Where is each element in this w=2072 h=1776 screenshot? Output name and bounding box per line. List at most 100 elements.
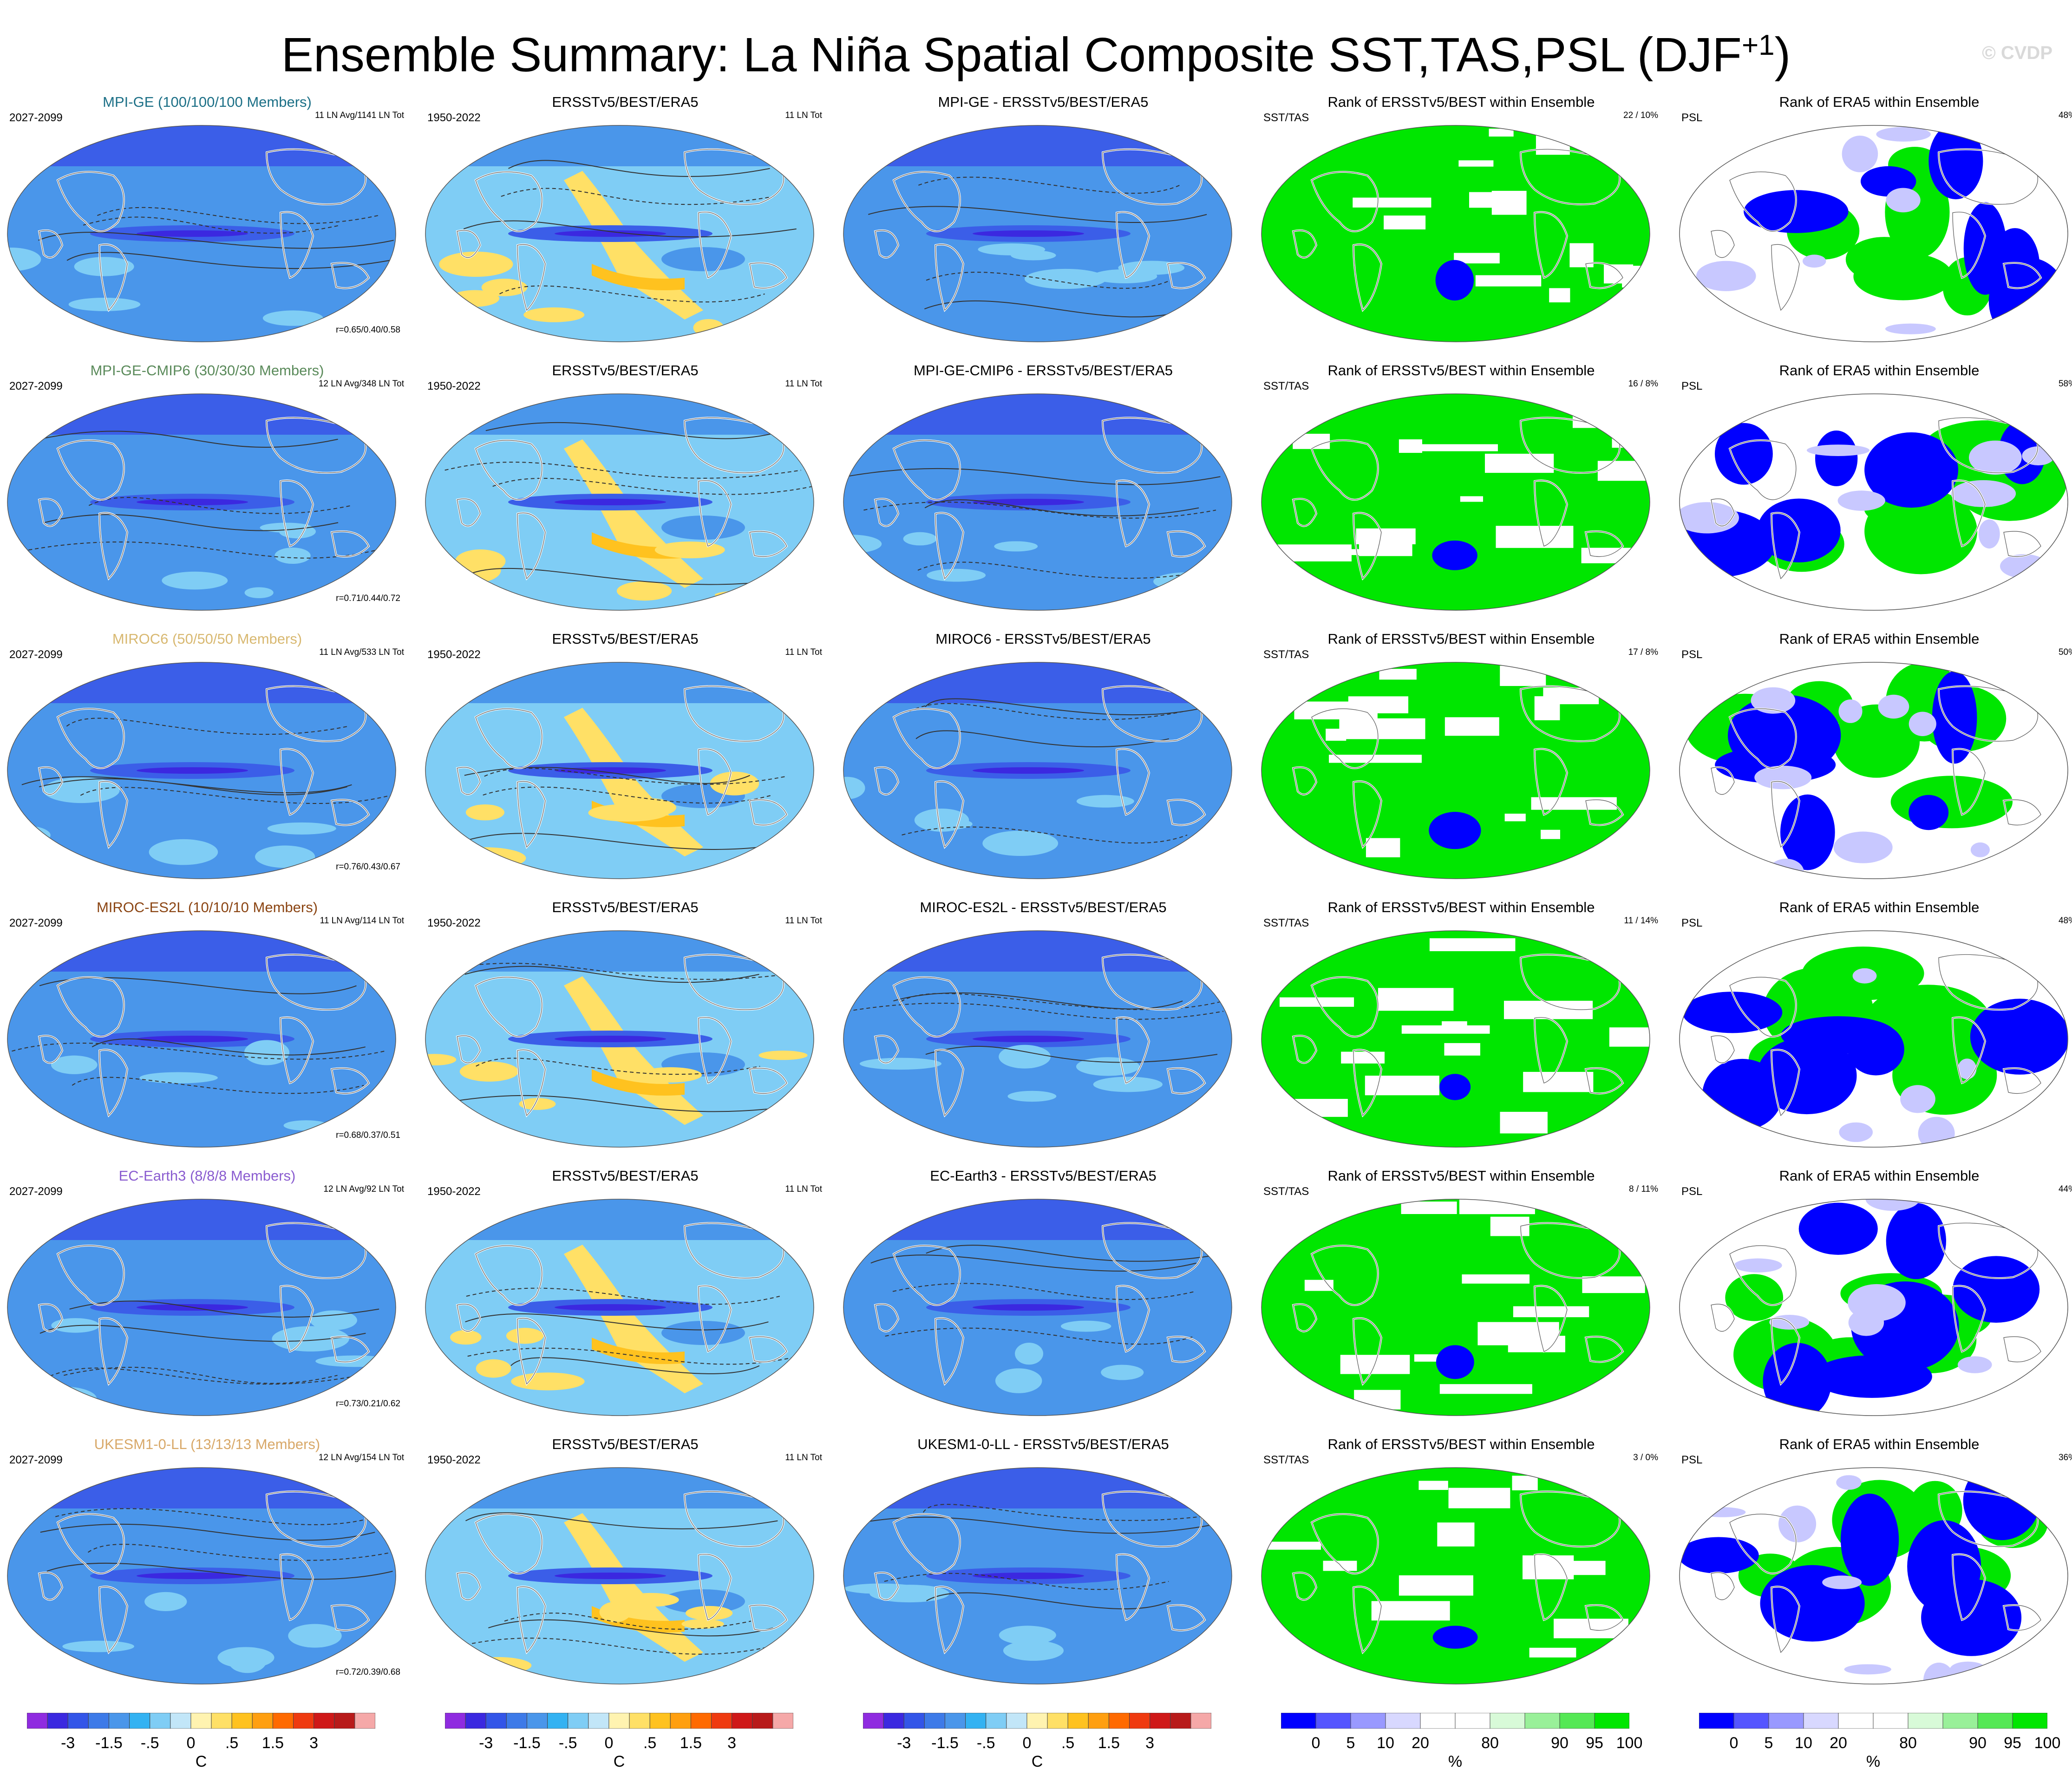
temperature-colorbar-1: -3 -1.5 -.5 0 .5 1.5 3 C: [27, 1713, 375, 1770]
model-avg-count: 11 LN Avg/533 LN Tot: [319, 647, 404, 657]
model-avg-count: 11 LN Avg/1141 LN Tot: [315, 111, 404, 120]
colorbar-swatch: [27, 1713, 48, 1729]
diff-panel: MIROC6 - ERSSTv5/BEST/ERA5: [836, 630, 1250, 898]
colorbar-swatch: [732, 1713, 753, 1729]
colorbar-swatch: [1170, 1713, 1191, 1729]
colorbar-swatch: [1190, 1713, 1211, 1729]
colorbar-swatch: [1977, 1713, 2013, 1729]
rank-sst-title: Rank of ERSSTv5/BEST within Ensemble: [1327, 631, 1595, 647]
rank-psl-title: Rank of ERA5 within Ensemble: [1779, 1168, 1980, 1184]
colorbar-swatches: [863, 1713, 1211, 1729]
obs-panel: ERSSTv5/BEST/ERA5 1950-2022 11 LN Tot: [418, 93, 832, 361]
colorbar-tick-label: 90: [1969, 1734, 1987, 1752]
colorbar-swatches: [1281, 1713, 1629, 1729]
obs-period: 1950-2022: [427, 1454, 481, 1466]
colorbar-swatch: [1150, 1713, 1171, 1729]
colorbar-swatch: [485, 1713, 507, 1729]
obs-count: 11 LN Tot: [785, 1453, 822, 1463]
rank-sst-panel: Rank of ERSSTv5/BEST within Ensemble SST/…: [1254, 361, 1668, 629]
colorbar-unit: C: [613, 1753, 625, 1770]
colorbar-tick-label: -.5: [140, 1734, 159, 1752]
colorbar-swatch: [1594, 1713, 1629, 1729]
obs-panel: ERSSTv5/BEST/ERA5 1950-2022 11 LN Tot: [418, 1167, 832, 1435]
model-period: 2027-2099: [9, 380, 63, 392]
colorbar-tick-label: -3: [479, 1734, 493, 1752]
rank-sst-map: [1261, 662, 1650, 879]
colorbar-unit: %: [1866, 1753, 1881, 1770]
diff-map: [843, 125, 1232, 342]
colorbar-swatch: [67, 1713, 89, 1729]
colorbar-swatch: [629, 1713, 650, 1729]
colorbar-tick-label: 0: [1022, 1734, 1032, 1752]
model-period: 2027-2099: [9, 1185, 63, 1198]
diff-panel: MPI-GE-CMIP6 - ERSSTv5/BEST/ERA5: [836, 361, 1250, 629]
obs-period: 1950-2022: [427, 1185, 481, 1198]
figure-title: Ensemble Summary: La Niña Spatial Compos…: [281, 28, 1791, 82]
colorbar-swatch: [986, 1713, 1007, 1729]
colorbar-swatch: [293, 1713, 314, 1729]
colorbar-swatch: [1088, 1713, 1109, 1729]
colorbar-swatch: [752, 1713, 773, 1729]
colorbar-swatch: [506, 1713, 527, 1729]
rank-psl-map: [1679, 125, 2068, 342]
rank-sst-stat: 22 / 10%: [1623, 111, 1658, 120]
rank-colorbar-2: 0 5 10 20 80 90 95 100%: [1699, 1713, 2060, 1770]
rank-psl-title: Rank of ERA5 within Ensemble: [1779, 899, 1980, 915]
obs-panel: ERSSTv5/BEST/ERA5 1950-2022 11 LN Tot: [418, 898, 832, 1166]
rank-sst-panel: Rank of ERSSTv5/BEST within Ensemble SST/…: [1254, 93, 1668, 361]
colorbar-swatch: [354, 1713, 375, 1729]
rank-psl-variable: PSL: [1681, 380, 1703, 392]
colorbar-swatch: [272, 1713, 294, 1729]
obs-map: [425, 662, 814, 879]
model-avg-count: 12 LN Avg/348 LN Tot: [318, 379, 404, 389]
colorbar-tick-label: 0: [604, 1734, 614, 1752]
colorbar-tick-label: 95: [1586, 1734, 1603, 1752]
colorbar-swatch: [1873, 1713, 1909, 1729]
colorbar-swatch: [1699, 1713, 1734, 1729]
colorbar-tick-label: 90: [1551, 1734, 1569, 1752]
diff-title: EC-Earth3 - ERSSTv5/BEST/ERA5: [930, 1168, 1157, 1184]
diff-title: UKESM1-0-LL - ERSSTv5/BEST/ERA5: [917, 1436, 1169, 1452]
diff-map: [843, 930, 1232, 1148]
rank-sst-stat: 3 / 0%: [1633, 1453, 1658, 1463]
rank-sst-variable: SST/TAS: [1263, 917, 1309, 929]
obs-map: [425, 393, 814, 611]
colorbar-swatch: [1420, 1713, 1456, 1729]
rank-sst-panel: Rank of ERSSTv5/BEST within Ensemble SST/…: [1254, 898, 1668, 1166]
colorbar-swatch: [568, 1713, 589, 1729]
colorbar-tick-label: 100: [2034, 1734, 2061, 1752]
model-title: MPI-GE (100/100/100 Members): [103, 94, 312, 110]
model-avg-count: 12 LN Avg/92 LN Tot: [323, 1184, 404, 1194]
model-panel: MPI-GE (100/100/100 Members) 2027-2099 11 …: [0, 93, 414, 361]
pattern-correlation: r=0.76/0.43/0.67: [336, 862, 400, 872]
obs-panel: ERSSTv5/BEST/ERA5 1950-2022 11 LN Tot: [418, 1435, 832, 1703]
rank-psl-stat: 48%: [2058, 916, 2072, 926]
colorbar-swatch: [150, 1713, 171, 1729]
model-map: [7, 393, 396, 611]
colorbar-swatch: [1047, 1713, 1068, 1729]
colorbar-swatch: [47, 1713, 68, 1729]
model-period: 2027-2099: [9, 648, 63, 661]
obs-period: 1950-2022: [427, 917, 481, 929]
obs-title: ERSSTv5/BEST/ERA5: [552, 631, 699, 647]
model-map: [7, 1467, 396, 1685]
model-map: [7, 662, 396, 879]
colorbar-swatch: [1067, 1713, 1089, 1729]
rank-sst-panel: Rank of ERSSTv5/BEST within Ensemble SST/…: [1254, 1167, 1668, 1435]
obs-period: 1950-2022: [427, 380, 481, 392]
colorbar-tick-label: -3: [61, 1734, 75, 1752]
rank-psl-title: Rank of ERA5 within Ensemble: [1779, 631, 1980, 647]
rank-psl-variable: PSL: [1681, 111, 1703, 124]
rank-sst-title: Rank of ERSSTv5/BEST within Ensemble: [1327, 899, 1595, 915]
model-title: EC-Earth3 (8/8/8 Members): [118, 1168, 296, 1184]
colorbar-swatch: [1559, 1713, 1595, 1729]
colorbar-swatch: [608, 1713, 630, 1729]
rank-sst-variable: SST/TAS: [1263, 648, 1309, 661]
obs-title: ERSSTv5/BEST/ERA5: [552, 1436, 699, 1452]
colorbar-tick-label: 3: [727, 1734, 737, 1752]
colorbar-tick-label: 3: [1145, 1734, 1155, 1752]
rank-psl-panel: Rank of ERA5 within Ensemble PSL 44%: [1672, 1167, 2072, 1435]
colorbar-swatch: [1385, 1713, 1421, 1729]
colorbar-swatch: [88, 1713, 109, 1729]
model-avg-count: 12 LN Avg/154 LN Tot: [318, 1453, 404, 1463]
